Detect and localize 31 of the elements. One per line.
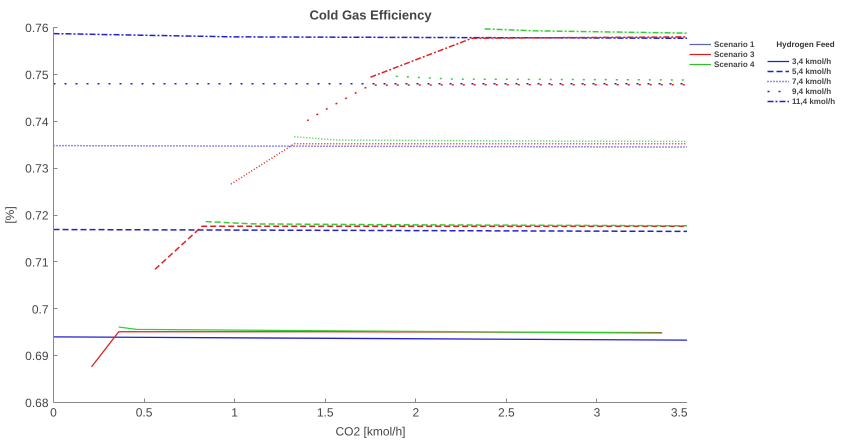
chart-title: Cold Gas Efficiency <box>309 8 432 22</box>
legend-label: Scenario 4 <box>714 59 754 69</box>
y-tick-label: 0.74 <box>25 114 49 129</box>
y-axis-title: [%] <box>3 206 18 224</box>
line-series <box>118 326 663 334</box>
x-tick-label: 3 <box>594 406 601 420</box>
y-tick-label: 0.76 <box>25 21 49 35</box>
x-axis-title: CO2 [kmol/h] <box>335 424 406 438</box>
x-tick-label: 0 <box>50 406 58 420</box>
x-tick-label: 1 <box>231 406 238 420</box>
y-tick-label: 0.75 <box>25 68 49 82</box>
legend-label: 11,4 kmol/h <box>792 96 836 106</box>
line-series <box>306 84 687 122</box>
legend-label: 3,4 kmol/h <box>792 56 832 66</box>
y-tick-label: 0.68 <box>25 396 49 410</box>
y-tick-label: 0.72 <box>25 208 49 222</box>
legend-label: 5,4 kmol/h <box>792 66 832 76</box>
x-tick-label: 2 <box>412 406 420 420</box>
y-tick-label: 0.73 <box>25 162 49 176</box>
y-tick-label: 0.7 <box>32 302 49 316</box>
y-tick-label: 0.69 <box>25 349 49 364</box>
x-tick-label: 1.5 <box>316 406 334 420</box>
legend-label: Scenario 1 <box>714 39 754 49</box>
x-tick-label: 3.5 <box>670 406 688 420</box>
legend-label: 9,4 kmol/h <box>792 86 832 96</box>
x-tick-label: 2.5 <box>498 406 516 420</box>
legend-label: Scenario 3 <box>714 49 754 59</box>
x-tick-label: 0.5 <box>136 406 153 420</box>
y-tick-label: 0.71 <box>25 255 49 270</box>
legend-label: 7,4 kmol/h <box>792 76 832 86</box>
legend-title: Hydrogen Feed <box>776 40 835 49</box>
